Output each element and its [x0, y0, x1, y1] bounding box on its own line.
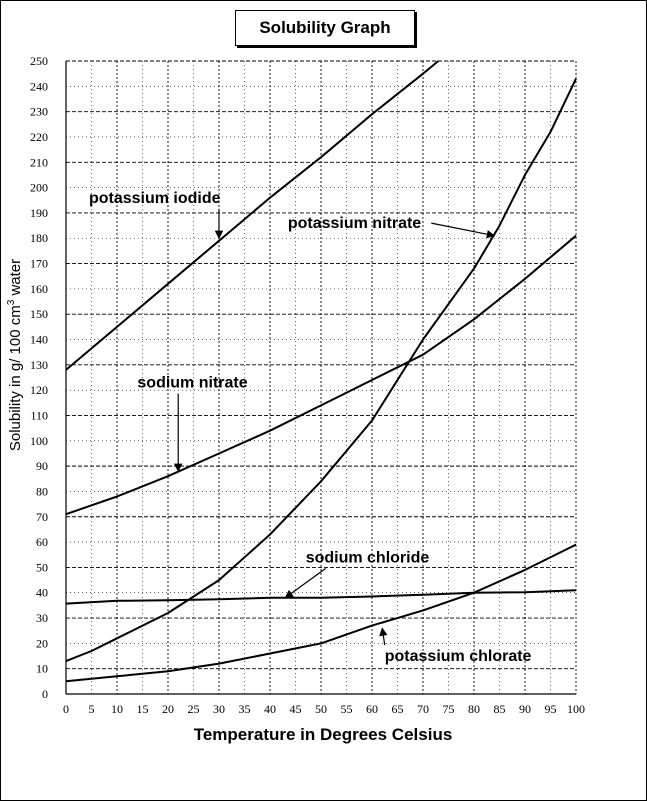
series-line-potassium-nitrate	[65, 78, 577, 663]
series-label-sodium-chloride: sodium chloride	[306, 549, 430, 566]
y-tick-label: 110	[30, 408, 48, 422]
series-annotations: potassium iodide potassium nitrate sodium …	[89, 190, 532, 665]
x-tick-label: 55	[341, 702, 353, 716]
y-tick-label: 50	[36, 560, 48, 574]
y-tick-labels: 0 10 20 30 40 50 60 70 80 90 100 110 120 130 140 150 160…	[30, 54, 48, 701]
series-line-potassium-chlorate	[65, 543, 577, 683]
y-tick-label: 180	[30, 231, 48, 245]
x-tick-label: 65	[392, 702, 404, 716]
y-tick-label: 230	[30, 105, 48, 119]
x-tick-label: 95	[545, 702, 557, 716]
series-line-potassium-iodide	[65, 60, 439, 371]
annotation-arrow-potassium-nitrate	[431, 222, 496, 239]
x-tick-label: 70	[417, 702, 429, 716]
x-tick-label: 100	[567, 702, 585, 716]
y-tick-label: 160	[30, 282, 48, 296]
series-label-potassium-chlorate: potassium chlorate	[385, 648, 532, 665]
x-tick-label: 50	[315, 702, 327, 716]
y-tick-label: 240	[30, 79, 48, 93]
x-tick-labels: 0 5 10 15 20 25 30 35 40 45 50 55 60 65 70 75 80 85 90 95 10…	[63, 702, 585, 716]
x-tick-label: 75	[443, 702, 455, 716]
x-tick-label: 35	[239, 702, 251, 716]
y-tick-label: 190	[30, 206, 48, 220]
x-tick-label: 90	[519, 702, 531, 716]
x-axis-label: Temperature in Degrees Celsius	[194, 725, 453, 744]
y-tick-label: 200	[30, 181, 48, 195]
y-tick-label: 0	[42, 687, 48, 701]
grid	[66, 60, 577, 694]
x-tick-label: 25	[188, 702, 200, 716]
x-tick-label: 0	[63, 702, 69, 716]
y-tick-label: 150	[30, 307, 48, 321]
x-tick-label: 45	[290, 702, 302, 716]
y-tick-label: 220	[30, 130, 48, 144]
y-axis-label: Solubility in g/ 100 cm3 water	[6, 259, 24, 451]
x-tick-label: 10	[111, 702, 123, 716]
y-tick-label: 100	[30, 434, 48, 448]
series-label-potassium-nitrate: potassium nitrate	[288, 215, 421, 232]
y-tick-label: 90	[36, 459, 48, 473]
x-tick-label: 60	[366, 702, 378, 716]
y-tick-label: 250	[30, 54, 48, 68]
series-line-sodium-chloride	[65, 589, 577, 605]
y-tick-label: 20	[36, 636, 48, 650]
chart-title: Solubility Graph	[235, 10, 415, 46]
axes	[65, 61, 576, 695]
y-tick-label: 70	[36, 510, 48, 524]
y-tick-label: 210	[30, 155, 48, 169]
y-tick-label: 80	[36, 484, 48, 498]
x-tick-label: 15	[137, 702, 149, 716]
annotation-arrow-potassium-chlorate	[379, 627, 388, 646]
y-tick-label: 130	[30, 358, 48, 372]
x-tick-label: 80	[468, 702, 480, 716]
x-tick-label: 5	[89, 702, 95, 716]
annotation-arrow-sodium-chloride	[284, 567, 327, 599]
y-tick-label: 140	[30, 333, 48, 347]
x-tick-label: 20	[162, 702, 174, 716]
y-tick-label: 10	[36, 662, 48, 676]
y-tick-label: 170	[30, 257, 48, 271]
x-tick-label: 85	[494, 702, 506, 716]
y-tick-label: 60	[36, 535, 48, 549]
x-tick-label: 40	[264, 702, 276, 716]
series-lines	[65, 60, 577, 683]
x-tick-label: 30	[213, 702, 225, 716]
series-label-sodium-nitrate: sodium nitrate	[137, 375, 247, 392]
y-tick-label: 120	[30, 383, 48, 397]
y-tick-label: 40	[36, 586, 48, 600]
series-label-potassium-iodide: potassium iodide	[89, 190, 221, 207]
y-tick-label: 30	[36, 611, 48, 625]
series-line-sodium-nitrate	[65, 234, 577, 516]
